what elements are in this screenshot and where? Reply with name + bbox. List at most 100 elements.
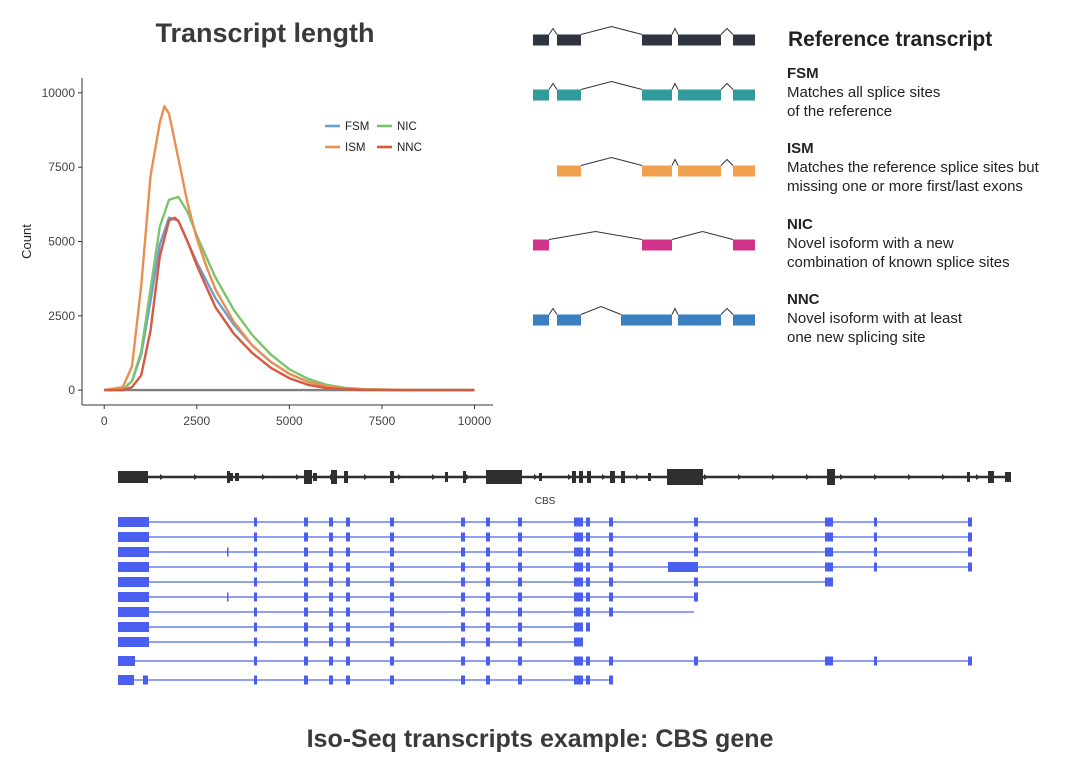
transcript-exon bbox=[254, 622, 257, 632]
x-tick-label: 0 bbox=[101, 414, 108, 428]
transcript-exon bbox=[874, 532, 877, 542]
transcript-exon bbox=[578, 547, 583, 557]
transcript-exon bbox=[486, 607, 490, 617]
transcript-exon bbox=[346, 532, 350, 542]
transcript-exon bbox=[346, 607, 350, 617]
transcript-exon bbox=[694, 547, 698, 557]
transcript-exon bbox=[968, 532, 972, 542]
transcript-exon bbox=[518, 547, 522, 557]
transcript-exon bbox=[329, 637, 333, 647]
transcript-exon bbox=[486, 532, 490, 542]
transcript-exon bbox=[390, 547, 394, 557]
gene-exon bbox=[621, 471, 625, 483]
transcript-exon bbox=[825, 547, 833, 557]
transcript-exon bbox=[329, 675, 333, 685]
y-tick-label: 0 bbox=[68, 383, 75, 397]
strand-arrow bbox=[976, 474, 980, 480]
transcript-exon bbox=[486, 675, 490, 685]
transcript-exon bbox=[346, 592, 350, 602]
gene-exon bbox=[610, 471, 615, 483]
gene-exon bbox=[1005, 472, 1011, 482]
transcript-exon bbox=[694, 656, 698, 666]
transcript-exon bbox=[518, 517, 522, 527]
transcript-exon bbox=[254, 656, 257, 666]
y-tick-label: 2500 bbox=[48, 309, 75, 323]
transcript-exon bbox=[574, 637, 578, 647]
transcript-exon bbox=[461, 637, 465, 647]
exon-fsm bbox=[642, 89, 672, 101]
gene-exon bbox=[344, 471, 348, 483]
transcript-exon bbox=[609, 532, 613, 542]
transcript-exon bbox=[390, 607, 394, 617]
transcript-exon bbox=[609, 592, 613, 602]
transcript-exon bbox=[574, 656, 578, 666]
strand-arrow bbox=[704, 474, 708, 480]
strand-arrow bbox=[296, 474, 300, 480]
transcript-exon bbox=[486, 547, 490, 557]
transcript-exon bbox=[574, 547, 578, 557]
gene-exon bbox=[313, 473, 317, 481]
strand-arrow bbox=[466, 474, 470, 480]
transcript-exon bbox=[329, 656, 333, 666]
category-name-nnc: NNC bbox=[787, 291, 820, 308]
legend-label: ISM bbox=[345, 142, 365, 154]
transcript-exon bbox=[874, 547, 877, 557]
transcript-exon bbox=[118, 622, 149, 632]
strand-arrow bbox=[364, 474, 368, 480]
transcript-exon bbox=[254, 547, 257, 557]
transcript-exon bbox=[518, 622, 522, 632]
intron-line bbox=[720, 158, 734, 166]
transcript-exon bbox=[346, 622, 350, 632]
transcript-exon bbox=[304, 577, 308, 587]
transcript-exon bbox=[461, 592, 465, 602]
transcript-exon bbox=[874, 517, 877, 527]
transcript-exon bbox=[578, 637, 583, 647]
category-line: Novel isoform with at least bbox=[787, 310, 963, 327]
exon-nnc bbox=[678, 314, 721, 326]
category-line: combination of known splice sites bbox=[787, 254, 1010, 271]
exon-reference bbox=[557, 34, 581, 46]
transcript-exon bbox=[254, 637, 257, 647]
gene-exon bbox=[118, 471, 148, 483]
transcript-exon bbox=[329, 607, 333, 617]
transcript-exon bbox=[518, 562, 522, 572]
exon-ism bbox=[678, 165, 721, 177]
transcript-exon bbox=[329, 622, 333, 632]
transcript-exon bbox=[578, 607, 583, 617]
strand-arrow bbox=[908, 474, 912, 480]
series-line-nic bbox=[104, 195, 475, 392]
transcript-exon bbox=[390, 656, 394, 666]
nic-description: NIC Novel isoform with a new combination… bbox=[787, 215, 1010, 272]
exon-reference bbox=[733, 34, 755, 46]
transcript-exon bbox=[694, 592, 698, 602]
transcript-exon bbox=[694, 517, 698, 527]
intron-line bbox=[671, 230, 734, 240]
transcript-exon bbox=[518, 675, 522, 685]
transcript-exon bbox=[874, 562, 877, 572]
transcript-exon bbox=[304, 656, 308, 666]
transcript-exon bbox=[346, 517, 350, 527]
gene-exon bbox=[988, 471, 994, 483]
transcript-exon bbox=[254, 675, 257, 685]
transcript-exon bbox=[518, 532, 522, 542]
exon-nic bbox=[733, 239, 755, 251]
transcript-exon bbox=[461, 547, 465, 557]
nnc-description: NNC Novel isoform with at least one new … bbox=[787, 290, 962, 347]
transcript-exon bbox=[304, 517, 308, 527]
intron-line bbox=[671, 27, 679, 35]
transcript-exon bbox=[586, 547, 590, 557]
transcript-exon bbox=[586, 607, 590, 617]
transcript-exon bbox=[609, 562, 613, 572]
strand-arrow bbox=[806, 474, 810, 480]
cbs-gene-track: CBS bbox=[118, 469, 1011, 685]
y-tick-label: 5000 bbox=[48, 235, 75, 249]
transcript-length-chart: 0 2500 5000 7500 10000 0 2500 5000 7500 10000 Coun… bbox=[19, 78, 493, 428]
y-tick-label: 10000 bbox=[42, 86, 76, 100]
strand-arrow bbox=[432, 474, 436, 480]
exon-fsm bbox=[733, 89, 755, 101]
transcript-exon bbox=[304, 675, 308, 685]
transcript-exon bbox=[574, 532, 578, 542]
category-line: one new splicing site bbox=[787, 329, 926, 346]
transcript-exon bbox=[968, 547, 972, 557]
transcript-exon bbox=[574, 675, 578, 685]
